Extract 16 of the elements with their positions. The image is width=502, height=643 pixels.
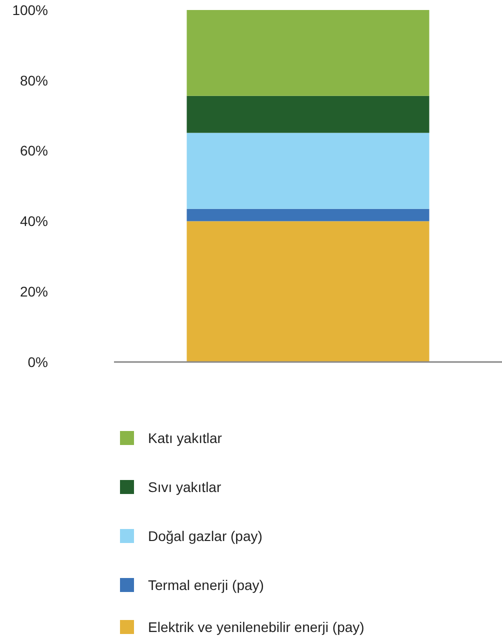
bar — [186, 132, 430, 209]
y-tick-label: 40% — [20, 213, 48, 230]
y-tick-label: 20% — [20, 284, 48, 300]
bar — [186, 96, 430, 133]
legend-label: Sıvı yakıtlar — [148, 478, 222, 495]
bar — [186, 221, 430, 362]
legend-label: Doğal gazlar (pay) — [148, 528, 262, 544]
legend-label: Katı yakıtlar — [148, 430, 222, 446]
y-tick-label: 100% — [12, 2, 48, 18]
bar — [186, 208, 430, 222]
y-tick-label: 60% — [20, 142, 48, 159]
y-tick-label: 0% — [28, 354, 48, 370]
bar — [186, 10, 430, 96]
legend-label: Termal enerji (pay) — [148, 576, 264, 593]
legend-label: Elektrik ve yenilenebilir enerji (pay) — [148, 618, 364, 635]
y-tick-label: 80% — [20, 72, 48, 88]
